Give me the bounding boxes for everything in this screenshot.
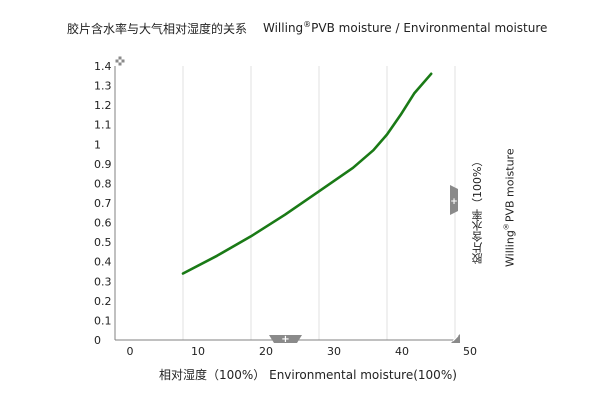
x-tick-label: 40 [395, 345, 409, 358]
resize-handles[interactable]: ++ [115, 56, 461, 346]
y-axis-label-english: Willing®PVB moisture [502, 148, 524, 268]
move-grip-dot[interactable] [115, 59, 119, 63]
move-handle-icon[interactable] [115, 56, 125, 66]
moisture-curve [181, 72, 433, 275]
y-tick-label: 0.1 [94, 314, 112, 327]
y-tick-label: 1.3 [94, 80, 112, 93]
y-brand-name: Willing [503, 230, 517, 268]
y-tick-label: 1 [94, 138, 101, 151]
grid-lines [182, 66, 456, 340]
x-tick-label: 20 [259, 345, 273, 358]
x-tick-label: 50 [463, 345, 477, 358]
y-tick-label: 0 [94, 334, 101, 347]
bottom-resize-handle[interactable] [269, 335, 302, 343]
y-tick-label: 1.1 [94, 119, 112, 132]
chart-title-english: Willing®PVB moisture / Environmental moi… [263, 20, 547, 35]
right-handle-plus-icon[interactable]: + [450, 197, 458, 207]
x-tick-label: 10 [191, 345, 205, 358]
x-tick-label: 30 [327, 345, 341, 358]
y-label-rest: PVB moisture [503, 148, 517, 223]
move-grip-dot[interactable] [118, 56, 122, 60]
y-tick-label: 0.9 [94, 158, 112, 171]
y-tick-label: 0.6 [94, 217, 112, 230]
data-lines [181, 72, 433, 275]
x-tick-label: 0 [127, 345, 134, 358]
brand-name: Willing [263, 21, 304, 35]
x-axis-ticks: 0 10 20 30 40 50 [127, 345, 478, 358]
y-tick-label: 0.5 [94, 236, 112, 249]
corner-grip-icon[interactable] [452, 335, 459, 342]
chart-title-chinese: 胶片含水率与大气相对湿度的关系 [67, 22, 248, 36]
move-grip-dot[interactable] [118, 62, 122, 66]
y-axis-ticks: 0 0.1 0.2 0.3 0.4 0.5 0.6 0.7 0.8 0.9 1 1.1 1.2 1.3 1.… [94, 60, 112, 347]
registered-mark: ® [303, 20, 312, 29]
y-tick-label: 0.2 [94, 295, 112, 308]
bottom-handle-plus-icon[interactable]: + [281, 334, 289, 345]
y-tick-label: 1.4 [94, 60, 112, 73]
y-tick-label: 0.3 [94, 275, 112, 288]
move-grip-dot[interactable] [121, 59, 125, 63]
y-tick-label: 0.4 [94, 256, 112, 269]
x-axis-label: 相对湿度（100%） Environmental moisture(100%) [159, 368, 457, 382]
title-english-rest: PVB moisture / Environmental moisture [311, 21, 548, 35]
y-axis-label-chinese: 胶片含水率（100%） [471, 155, 484, 265]
y-tick-label: 0.7 [94, 197, 112, 210]
right-resize-handle[interactable] [450, 185, 458, 215]
y-tick-label: 1.2 [94, 99, 112, 112]
y-registered-mark: ® [502, 222, 510, 231]
y-tick-label: 0.8 [94, 177, 112, 190]
